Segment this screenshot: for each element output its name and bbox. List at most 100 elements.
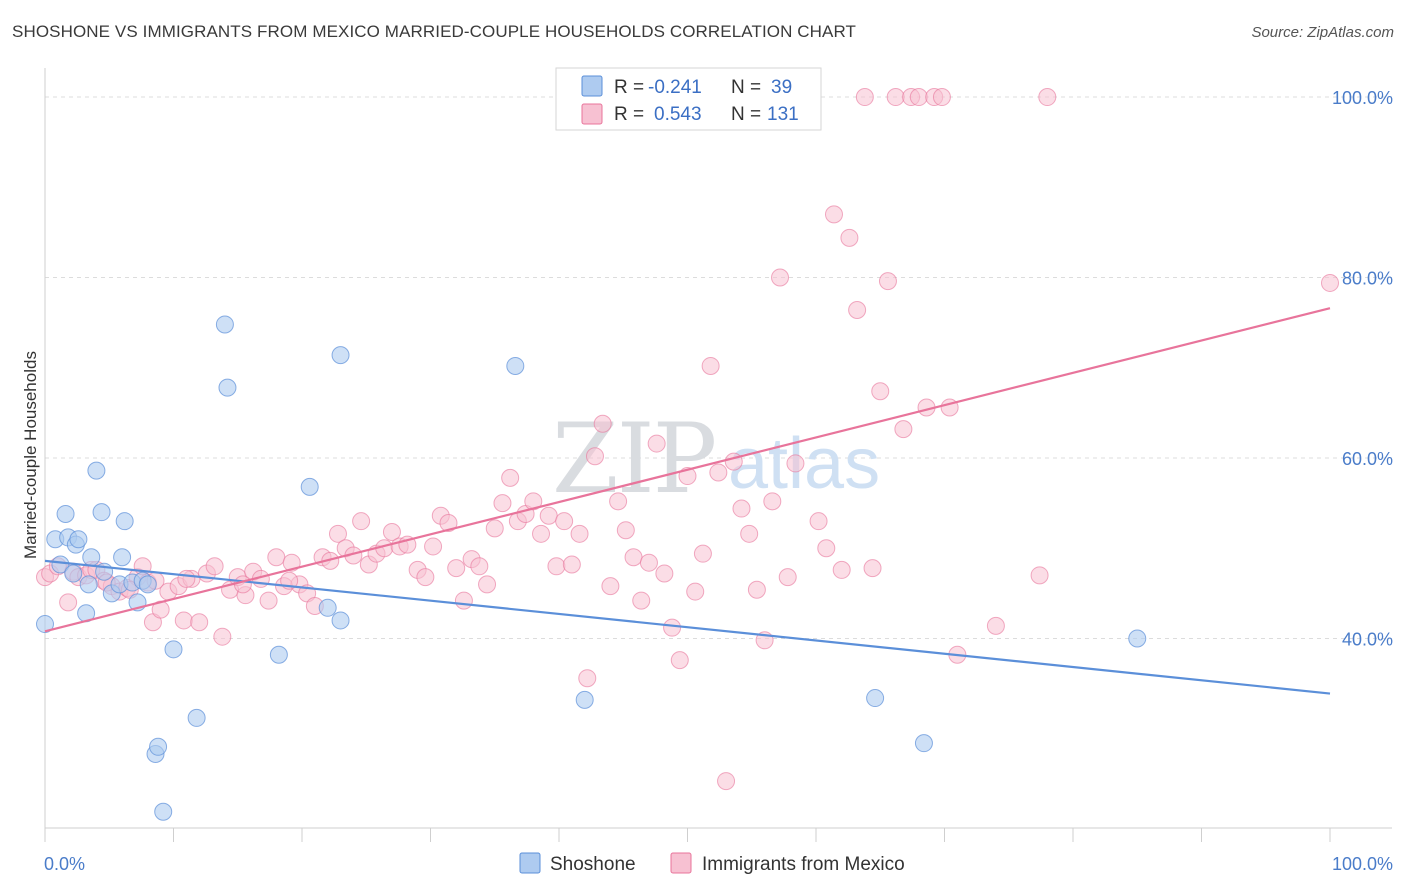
mexico-point (205, 557, 224, 576)
shoshone-point (56, 504, 75, 523)
mexico-point (416, 568, 435, 587)
legend-r-label-mexico: R = (614, 104, 644, 125)
legend-n-label-mexico: N = (731, 104, 761, 125)
mexico-point (470, 557, 489, 576)
shoshone-points (36, 315, 1147, 821)
chart-source: Source: ZipAtlas.com (1251, 24, 1394, 41)
mexico-point (1030, 566, 1049, 585)
mexico-point (547, 557, 566, 576)
mexico-point (539, 506, 558, 525)
mexico-point (454, 591, 473, 610)
legend-n-mexico: 131 (767, 104, 799, 125)
shoshone-point (575, 690, 594, 709)
mexico-point (647, 434, 666, 453)
shoshone-point (113, 548, 132, 567)
y-tick-label: 40.0% (1342, 629, 1393, 649)
mexico-point (352, 512, 371, 531)
mexico-point (493, 494, 512, 513)
mexico-point (771, 268, 790, 287)
mexico-point (763, 492, 782, 511)
mexico-point (747, 580, 766, 599)
ticks: 40.0% 60.0% 80.0% 100.0% 0.0% 100.0% (44, 88, 1393, 874)
shoshone-point (154, 802, 173, 821)
grid (45, 96, 1392, 639)
mexico-point (447, 559, 466, 578)
y-axis-label: Married-couple Households (21, 351, 40, 559)
mexico-point (562, 555, 581, 574)
legend-r-shoshone: -0.241 (648, 77, 702, 98)
shoshone-point (300, 477, 319, 496)
shoshone-point (92, 503, 111, 522)
shoshone-point (69, 530, 88, 549)
mexico-point (328, 524, 347, 543)
axes (44, 68, 1392, 842)
shoshone-point (149, 737, 168, 756)
mexico-point (878, 272, 897, 291)
mexico-point (532, 524, 551, 543)
mexico-point (786, 454, 805, 473)
mexico-point (886, 88, 905, 107)
shoshone-point (914, 734, 933, 753)
shoshone-point (64, 564, 83, 583)
mexico-point (524, 492, 543, 511)
x-tick-label: 0.0% (44, 854, 85, 874)
mexico-point (740, 524, 759, 543)
shoshone-point (218, 378, 237, 397)
shoshone-point (318, 598, 337, 617)
legend-n-shoshone: 39 (771, 77, 792, 98)
mexico-point (632, 591, 651, 610)
mexico-point (609, 492, 628, 511)
mexico-point (59, 593, 78, 612)
bottom-legend-swatch-mexico (670, 852, 692, 874)
y-tick-label: 80.0% (1342, 269, 1393, 289)
mexico-point (848, 301, 867, 320)
mexico-point (1038, 88, 1057, 107)
mexico-point (909, 88, 928, 107)
mexico-point (424, 537, 443, 556)
mexico-point (1321, 273, 1339, 292)
mexico-point (259, 591, 278, 610)
mexico-point (871, 382, 890, 401)
series-legend: Shoshone Immigrants from Mexico (519, 852, 905, 875)
shoshone-point (164, 640, 183, 659)
mexico-point (894, 420, 913, 439)
legend-r-mexico: 0.543 (654, 104, 702, 125)
mexico-point (817, 539, 836, 558)
trend-lines (44, 307, 1331, 695)
shoshone-point (187, 708, 206, 727)
mexico-point (701, 356, 720, 375)
mexico-point (809, 512, 828, 531)
mexico-point (501, 468, 520, 487)
shoshone-point (36, 615, 54, 634)
mexico-point (670, 651, 689, 670)
mexico-point (616, 521, 635, 540)
legend-n-label-shoshone: N = (731, 77, 761, 98)
mexico-point (840, 228, 859, 247)
mexico-point (233, 575, 252, 594)
mexico-point (213, 627, 232, 646)
mexico-point (382, 523, 401, 542)
mexico-point (732, 499, 751, 518)
bottom-legend-mexico: Immigrants from Mexico (702, 854, 905, 875)
mexico-point (709, 463, 728, 482)
chart-title: SHOSHONE VS IMMIGRANTS FROM MEXICO MARRI… (12, 22, 857, 41)
mexico-point (932, 88, 951, 107)
mexico-point (190, 613, 209, 632)
mexico-point (174, 611, 193, 630)
mexico-point (778, 568, 797, 587)
mexico-point (863, 559, 882, 578)
mexico-point (585, 447, 604, 466)
bottom-legend-swatch-shoshone (519, 852, 541, 874)
mexico-point (267, 548, 286, 567)
shoshone-point (1128, 629, 1147, 648)
legend-swatch-shoshone (581, 75, 603, 97)
mexico-point (986, 616, 1005, 635)
mexico-point (555, 512, 574, 531)
mexico-point (639, 553, 658, 572)
mexico-point (478, 575, 497, 594)
shoshone-point (269, 645, 288, 664)
shoshone-point (115, 512, 134, 531)
mexico-point (717, 772, 736, 791)
correlation-legend: R = -0.241 N = 39 R = 0.543 N = 131 (555, 67, 822, 131)
